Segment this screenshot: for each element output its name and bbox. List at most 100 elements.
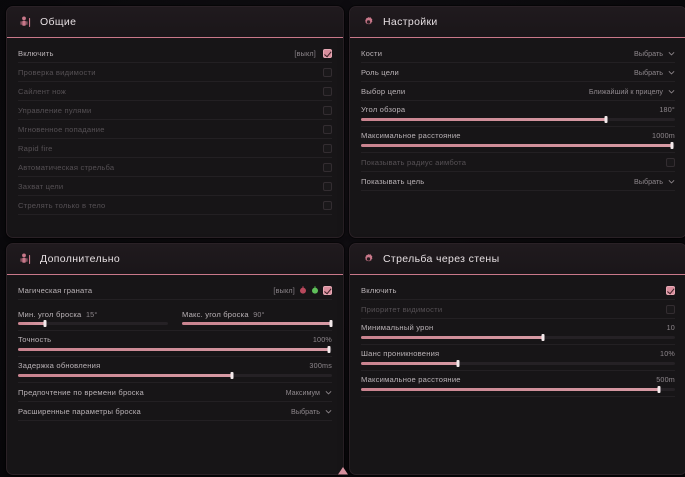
slider-fov-track[interactable] xyxy=(361,116,675,123)
row-wallbang-enable-checkbox[interactable] xyxy=(666,285,675,295)
row-enable-checkbox[interactable] xyxy=(323,48,332,58)
row-advanced-throw-params-label: Расширенные параметры броска xyxy=(18,406,141,416)
row-body-only[interactable]: Стрелять только в тело xyxy=(18,196,332,215)
slider-min-damage-track[interactable] xyxy=(361,334,675,341)
row-instant-hit-label: Мгновенное попадание xyxy=(18,124,105,134)
slider-accuracy-knob[interactable] xyxy=(327,346,331,353)
row-instant-hit[interactable]: Мгновенное попадание xyxy=(18,120,332,139)
row-auto-fire[interactable]: Автоматическая стрельба xyxy=(18,158,332,177)
slider-update-delay[interactable]: Задержка обновления 300ms xyxy=(18,357,332,383)
row-rapid-fire[interactable]: Rapid fire xyxy=(18,139,332,158)
slider-fov-label: Угол обзора xyxy=(361,105,406,114)
row-enable-label: Включить xyxy=(18,48,54,58)
slider-accuracy-track[interactable] xyxy=(18,346,332,353)
slider-max-distance[interactable]: Максимальное расстояние 1000m xyxy=(361,127,675,153)
slider-penetration-chance-knob[interactable] xyxy=(456,360,460,367)
row-target-lock[interactable]: Захват цели xyxy=(18,177,332,196)
row-wallbang-enable[interactable]: Включить xyxy=(361,281,675,300)
row-show-aimbot-radius[interactable]: Показывать радиус аимбота xyxy=(361,153,675,172)
slider-max-distance-knob[interactable] xyxy=(670,142,674,149)
row-throw-time-preference-dropdown[interactable]: Максимум xyxy=(286,388,332,397)
slider-min-damage-knob[interactable] xyxy=(541,334,545,341)
row-target-selection-value: Ближайший к прицелу xyxy=(588,86,663,96)
row-throw-time-preference-value: Максимум xyxy=(285,387,320,397)
slider-penetration-chance-track[interactable] xyxy=(361,360,675,367)
row-visibility-priority[interactable]: Приоритет видимости xyxy=(361,300,675,319)
slider-throw-angle-min-track[interactable] xyxy=(18,320,168,327)
row-bones[interactable]: Кости Выбрать xyxy=(361,44,675,63)
row-enable[interactable]: Включить [выкл] xyxy=(18,44,332,63)
row-bones-dropdown[interactable]: Выбрать xyxy=(634,49,675,58)
slider-max-distance-label: Максимальное расстояние xyxy=(361,131,461,140)
row-bones-label: Кости xyxy=(361,48,383,58)
slider-wallbang-max-distance-track[interactable] xyxy=(361,386,675,393)
collapse-arrow-icon[interactable] xyxy=(337,467,348,475)
row-magic-grenade-checkbox[interactable] xyxy=(323,285,332,295)
slider-min-damage[interactable]: Минимальный урон 10 xyxy=(361,319,675,345)
slider-throw-angle-min-knob[interactable] xyxy=(43,320,47,327)
row-visibility-check[interactable]: Проверка видимости xyxy=(18,63,332,82)
slider-throw-angle-min[interactable]: Мин. угол броска 15° xyxy=(18,304,168,327)
row-body-only-checkbox[interactable] xyxy=(323,200,332,210)
panel-grid: Общие Включить [выкл] Проверка видимости… xyxy=(6,6,685,475)
row-silent-knife[interactable]: Сайлент нож xyxy=(18,82,332,101)
panel-settings: Настройки Кости Выбрать Роль цели Выбрат… xyxy=(349,6,685,238)
row-show-aimbot-radius-checkbox[interactable] xyxy=(666,157,675,167)
grenade-red-icon[interactable] xyxy=(299,286,307,294)
panel-general-title: Общие xyxy=(40,16,77,28)
row-auto-fire-checkbox[interactable] xyxy=(323,162,332,172)
row-instant-hit-checkbox[interactable] xyxy=(323,124,332,134)
aimbot-person-icon xyxy=(19,16,32,29)
panel-wallbang: Стрельба через стены Включить Приоритет … xyxy=(349,243,685,475)
row-bullet-control-checkbox[interactable] xyxy=(323,105,332,115)
panel-wallbang-header: Стрельба через стены xyxy=(350,244,685,275)
row-advanced-throw-params[interactable]: Расширенные параметры броска Выбрать xyxy=(18,402,332,421)
slider-fov-knob[interactable] xyxy=(604,116,608,123)
row-throw-time-preference[interactable]: Предпочтение по времени броска Максимум xyxy=(18,383,332,402)
row-target-role-dropdown[interactable]: Выбрать xyxy=(634,68,675,77)
row-silent-knife-checkbox[interactable] xyxy=(323,86,332,96)
row-show-target[interactable]: Показывать цель Выбрать xyxy=(361,172,675,191)
row-magic-grenade[interactable]: Магическая граната [выкл] xyxy=(18,281,332,300)
slider-accuracy[interactable]: Точность 100% xyxy=(18,331,332,357)
row-visibility-check-checkbox[interactable] xyxy=(323,67,332,77)
slider-wallbang-max-distance-knob[interactable] xyxy=(657,386,661,393)
slider-max-distance-track[interactable] xyxy=(361,142,675,149)
row-target-selection-dropdown[interactable]: Ближайший к прицелу xyxy=(589,87,675,96)
slider-wallbang-max-distance[interactable]: Максимальное расстояние 500m xyxy=(361,371,675,397)
row-target-selection[interactable]: Выбор цели Ближайший к прицелу xyxy=(361,82,675,101)
slider-penetration-chance[interactable]: Шанс проникновения 10% xyxy=(361,345,675,371)
row-target-role[interactable]: Роль цели Выбрать xyxy=(361,63,675,82)
row-rapid-fire-checkbox[interactable] xyxy=(323,143,332,153)
slider-fov-fill xyxy=(361,118,606,121)
grenade-green-icon[interactable] xyxy=(311,286,319,294)
slider-throw-angle-max-knob[interactable] xyxy=(329,320,332,327)
row-bullet-control[interactable]: Управление пулями xyxy=(18,101,332,120)
slider-min-damage-fill xyxy=(361,336,544,339)
row-wallbang-enable-label: Включить xyxy=(361,285,397,295)
slider-accuracy-value: 100% xyxy=(312,335,332,344)
slider-throw-angle-max[interactable]: Макс. угол броска 90° xyxy=(182,304,332,327)
slider-throw-angle-min-label: Мин. угол броска xyxy=(18,310,82,319)
slider-throw-angle-min-fill xyxy=(18,322,45,325)
panel-general: Общие Включить [выкл] Проверка видимости… xyxy=(6,6,344,238)
panel-general-spacer xyxy=(18,215,332,229)
slider-update-delay-knob[interactable] xyxy=(230,372,234,379)
row-visibility-priority-label: Приоритет видимости xyxy=(361,304,443,314)
slider-fov[interactable]: Угол обзора 180° xyxy=(361,101,675,127)
row-bones-value: Выбрать xyxy=(634,48,663,58)
slider-update-delay-track[interactable] xyxy=(18,372,332,379)
row-target-lock-checkbox[interactable] xyxy=(323,181,332,191)
row-visibility-priority-checkbox[interactable] xyxy=(666,304,675,314)
slider-throw-angle-max-track[interactable] xyxy=(182,320,332,327)
row-show-target-dropdown[interactable]: Выбрать xyxy=(634,177,675,186)
row-throw-time-preference-label: Предпочтение по времени броска xyxy=(18,387,144,397)
row-target-role-label: Роль цели xyxy=(361,67,399,77)
row-show-aimbot-radius-label: Показывать радиус аимбота xyxy=(361,157,467,167)
slider-max-distance-fill xyxy=(361,144,672,147)
row-advanced-throw-params-dropdown[interactable]: Выбрать xyxy=(291,407,332,416)
row-show-target-label: Показывать цель xyxy=(361,176,425,186)
panel-settings-title: Настройки xyxy=(383,16,438,28)
panel-extra-title: Дополнительно xyxy=(40,253,121,265)
